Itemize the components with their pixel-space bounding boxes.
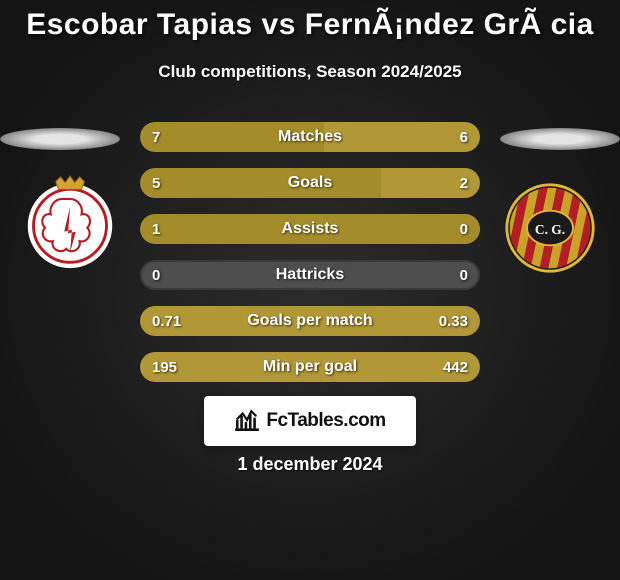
stat-row: 0.710.33Goals per match (140, 306, 480, 336)
brand-box[interactable]: FcTables.com (204, 396, 416, 446)
stat-row: 10Assists (140, 214, 480, 244)
team-badge-left (22, 174, 118, 270)
stat-fill-left (140, 214, 480, 244)
brand-text: FcTables.com (266, 410, 385, 432)
team-badge-right: C. G. (502, 180, 598, 276)
subtitle: Club competitions, Season 2024/2025 (0, 62, 620, 82)
stat-label: Hattricks (140, 260, 480, 290)
stats-bars: 76Matches 52Goals 10Assists 0 0Hattricks 0.71… (140, 122, 480, 398)
platform-left (0, 128, 120, 150)
stat-fill-left (140, 168, 381, 198)
stat-value-right: 0 (460, 260, 468, 290)
team-badge-right-svg: C. G. (502, 180, 598, 276)
stat-value-left: 0 (152, 260, 160, 290)
stat-row: 195442Min per goal (140, 352, 480, 382)
stat-row: 52Goals (140, 168, 480, 198)
team-badge-left-svg (22, 174, 118, 270)
stats-card: Escobar Tapias vs FernÃ¡ndez GrÃ cia Clu… (0, 0, 620, 580)
stat-fill-left (140, 122, 324, 152)
stat-fill (140, 352, 480, 382)
date-label: 1 december 2024 (0, 454, 620, 475)
page-title: Escobar Tapias vs FernÃ¡ndez GrÃ cia (0, 8, 620, 42)
stat-fill-right (381, 168, 480, 198)
stat-fill-right (324, 122, 480, 152)
platform-right (500, 128, 620, 150)
stat-row: 76Matches (140, 122, 480, 152)
svg-text:C. G.: C. G. (535, 222, 565, 237)
brand-icon (234, 408, 260, 434)
stat-row: 0 0Hattricks (140, 260, 480, 290)
stat-fill (140, 306, 480, 336)
